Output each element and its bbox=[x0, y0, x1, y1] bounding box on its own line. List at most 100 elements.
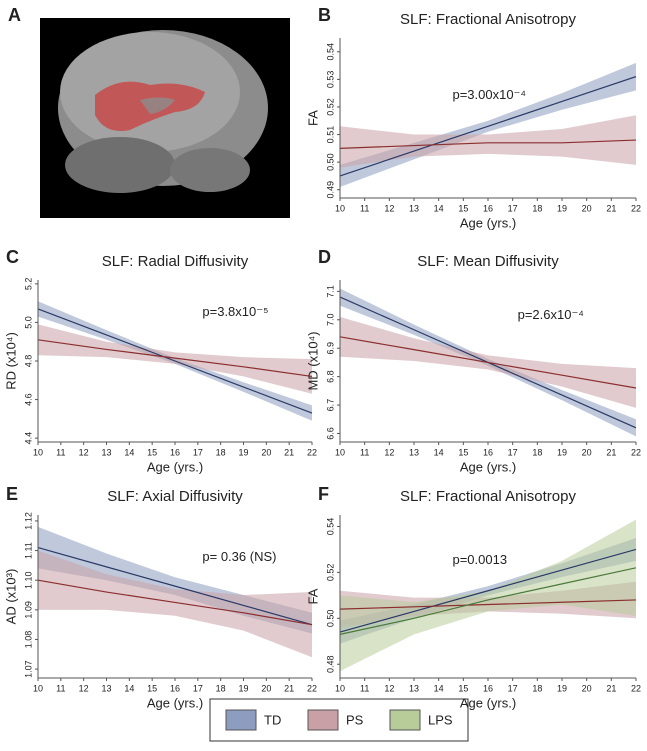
x-tick-label: 15 bbox=[458, 447, 468, 457]
x-tick-label: 20 bbox=[261, 683, 271, 693]
confidence-band bbox=[38, 550, 312, 658]
x-tick-label: 20 bbox=[582, 683, 592, 693]
y-tick-label: 6.7 bbox=[325, 399, 335, 412]
trend-line bbox=[37, 308, 313, 414]
x-tick-label: 21 bbox=[606, 447, 616, 457]
x-tick-label: 12 bbox=[384, 203, 394, 213]
y-tick-label: 1.07 bbox=[23, 660, 33, 678]
x-tick-label: 16 bbox=[170, 447, 180, 457]
x-axis-label: Age (yrs.) bbox=[460, 695, 516, 710]
x-tick-label: 13 bbox=[409, 203, 419, 213]
x-tick-label: 14 bbox=[434, 203, 444, 213]
x-tick-label: 18 bbox=[216, 447, 226, 457]
x-tick-label: 18 bbox=[532, 203, 542, 213]
x-tick-label: 18 bbox=[532, 447, 542, 457]
legend: TD PS LPS bbox=[209, 698, 469, 742]
y-tick-label: 0.51 bbox=[325, 126, 335, 144]
x-tick-label: 11 bbox=[360, 203, 369, 213]
y-axis-label: FA bbox=[305, 110, 320, 126]
confidence-band bbox=[38, 324, 312, 394]
y-tick-label: 6.6 bbox=[325, 427, 335, 440]
x-tick-label: 15 bbox=[147, 683, 157, 693]
x-tick-label: 22 bbox=[631, 447, 641, 457]
chart-title: SLF: Radial Diffusivity bbox=[102, 253, 249, 270]
x-tick-label: 14 bbox=[124, 683, 134, 693]
x-axis-label: Age (yrs.) bbox=[460, 215, 516, 230]
panel-label: C bbox=[6, 247, 19, 267]
x-tick-label: 21 bbox=[284, 683, 294, 693]
x-tick-label: 11 bbox=[360, 447, 369, 457]
x-tick-label: 20 bbox=[261, 447, 271, 457]
x-tick-label: 21 bbox=[284, 447, 294, 457]
chart-title: SLF: Axial Diffusivity bbox=[107, 488, 243, 505]
x-tick-label: 15 bbox=[147, 447, 157, 457]
annotation: p=2.6x10⁻⁴ bbox=[518, 307, 584, 322]
x-tick-label: 19 bbox=[238, 447, 248, 457]
annotation: p=3.00x10⁻⁴ bbox=[452, 87, 526, 102]
annotation: p= 0.36 (NS) bbox=[202, 549, 276, 564]
y-tick-label: 1.12 bbox=[23, 512, 33, 530]
x-tick-label: 11 bbox=[360, 683, 369, 693]
y-tick-label: 0.49 bbox=[325, 181, 335, 199]
y-tick-label: 7.1 bbox=[325, 285, 335, 298]
x-tick-label: 16 bbox=[483, 447, 493, 457]
y-tick-label: 6.9 bbox=[325, 342, 335, 355]
legend-swatch bbox=[225, 709, 257, 731]
y-tick-label: 0.54 bbox=[325, 518, 335, 536]
y-tick-label: 0.50 bbox=[325, 610, 335, 628]
x-tick-label: 13 bbox=[101, 683, 111, 693]
x-tick-label: 11 bbox=[56, 683, 65, 693]
trend-line bbox=[339, 567, 637, 635]
trend-line bbox=[339, 599, 637, 610]
x-axis-label: Age (yrs.) bbox=[460, 459, 516, 474]
y-axis-label: AD (x10³) bbox=[3, 569, 18, 625]
x-tick-label: 14 bbox=[434, 683, 444, 693]
trend-line bbox=[339, 336, 637, 389]
x-tick-label: 10 bbox=[33, 683, 43, 693]
trend-line bbox=[339, 139, 637, 149]
panel-label: B bbox=[318, 5, 331, 25]
y-tick-label: 0.52 bbox=[325, 564, 335, 582]
y-tick-label: 1.10 bbox=[23, 571, 33, 589]
x-tick-label: 13 bbox=[409, 683, 419, 693]
x-tick-label: 10 bbox=[335, 203, 345, 213]
y-tick-label: 1.08 bbox=[23, 631, 33, 649]
legend-label: TD bbox=[264, 712, 281, 727]
y-tick-label: 4.8 bbox=[23, 355, 33, 368]
x-tick-label: 15 bbox=[458, 683, 468, 693]
y-tick-label: 6.8 bbox=[325, 370, 335, 383]
x-tick-label: 18 bbox=[532, 683, 542, 693]
legend-swatch bbox=[389, 709, 421, 731]
y-axis-label: RD (x10⁴) bbox=[3, 332, 18, 390]
panel-label: A bbox=[8, 5, 21, 25]
y-tick-label: 0.50 bbox=[325, 153, 335, 171]
x-tick-label: 17 bbox=[508, 683, 518, 693]
chart-title: SLF: Fractional Anisotropy bbox=[400, 488, 576, 505]
y-tick-label: 7.0 bbox=[325, 314, 335, 327]
x-tick-label: 10 bbox=[33, 447, 43, 457]
y-tick-label: 0.53 bbox=[325, 71, 335, 89]
x-tick-label: 15 bbox=[458, 203, 468, 213]
brain-image bbox=[40, 18, 290, 218]
panel-label: F bbox=[318, 484, 329, 504]
x-tick-label: 16 bbox=[483, 203, 493, 213]
y-tick-label: 4.4 bbox=[23, 432, 33, 445]
legend-label: PS bbox=[346, 712, 364, 727]
annotation: p=0.0013 bbox=[452, 552, 507, 567]
x-tick-label: 20 bbox=[582, 447, 592, 457]
confidence-band bbox=[340, 519, 636, 672]
x-tick-label: 13 bbox=[409, 447, 419, 457]
annotation: p=3.8x10⁻⁵ bbox=[202, 304, 268, 319]
legend-label: LPS bbox=[428, 712, 453, 727]
panel-label: D bbox=[318, 247, 331, 267]
x-tick-label: 16 bbox=[170, 683, 180, 693]
x-tick-label: 19 bbox=[557, 447, 567, 457]
x-tick-label: 17 bbox=[193, 683, 203, 693]
confidence-band bbox=[340, 115, 636, 168]
x-tick-label: 17 bbox=[508, 203, 518, 213]
x-tick-label: 21 bbox=[606, 203, 616, 213]
x-tick-label: 14 bbox=[434, 447, 444, 457]
x-tick-label: 19 bbox=[238, 683, 248, 693]
trend-line bbox=[37, 579, 313, 626]
